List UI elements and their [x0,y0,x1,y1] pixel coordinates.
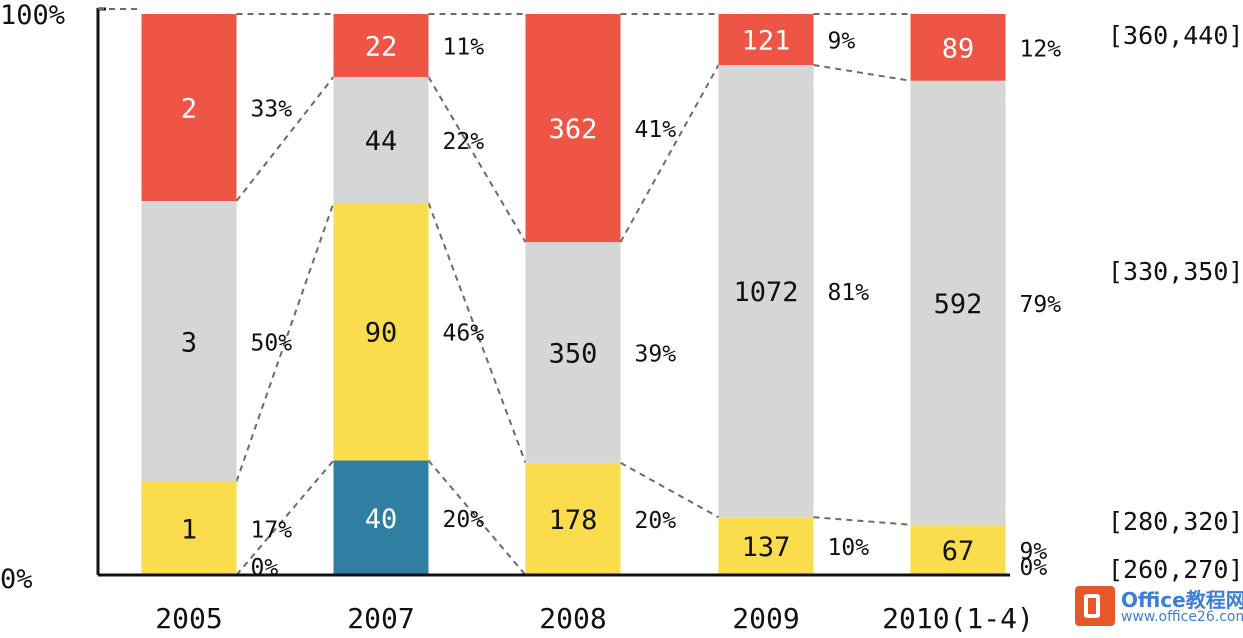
percent-label: 10% [828,535,870,561]
bar-value-label: 2 [181,94,197,125]
bar-segment [910,80,1006,525]
connector-line [619,64,720,243]
bar-value-label: 90 [365,318,398,349]
bar-value-label: 44 [365,126,398,157]
bar-value-label: 350 [549,338,598,369]
percent-label: 79% [1020,292,1062,318]
percent-label: 81% [828,280,870,306]
bar-segment [333,14,429,77]
percent-label: 20% [443,507,485,533]
legend-label: [360,440] [1108,21,1243,50]
connector-line [235,202,335,482]
connector-line [427,459,527,576]
legend-label: [260,270] [1108,555,1243,584]
connector-line [235,76,335,202]
bar-segment [525,14,621,243]
x-tick-label: 2008 [539,602,606,634]
connector-line [813,516,911,526]
percent-label: 41% [635,117,677,143]
bar-value-label: 592 [934,289,983,320]
percent-label: 0% [251,555,279,581]
percent-label: 11% [443,34,485,60]
bar-segment [333,202,429,461]
percent-label: 9% [828,29,856,55]
watermark: Office教程网 www.office26.com [1075,582,1243,630]
percent-label: 50% [251,330,293,356]
bar-value-label: 40 [365,504,398,535]
percent-label: 20% [635,508,677,534]
bar-segment [718,517,814,575]
percent-label: 12% [1020,36,1062,62]
bar-value-label: 67 [942,536,975,567]
x-tick-label: 2009 [732,602,799,634]
legend-label: [330,350] [1108,257,1243,286]
bar-segment [910,524,1006,575]
connector-line [427,76,527,243]
percent-label: 9% [1020,539,1048,565]
bar-segment [525,242,621,463]
bar-value-label: 121 [742,26,791,57]
bar-segment [141,481,237,575]
bar-value-label: 1 [181,514,197,545]
watermark-url: www.office26.com [1121,609,1243,625]
bar-value-label: 137 [742,532,791,563]
bar-segment [141,201,237,482]
bar-value-label: 3 [181,327,197,358]
percent-label: 46% [443,321,485,347]
bar-value-label: 89 [942,33,975,64]
x-tick-label: 2005 [155,602,222,634]
bar-segment [333,76,429,203]
bar-value-label: 178 [549,505,598,536]
x-tick-label: 2010(1-4) [882,602,1034,634]
percent-label: 33% [251,97,293,123]
percent-label: 0% [1020,555,1048,581]
connector-line [813,64,911,82]
percent-label: 17% [251,517,293,543]
percent-label: 22% [443,129,485,155]
office-logo-icon [1075,586,1115,626]
bar-segment [718,65,814,518]
bar-value-label: 1072 [733,277,798,308]
bar-value-label: 362 [549,114,598,145]
legend-label: [280,320] [1108,507,1243,536]
bar-segment [141,14,237,201]
bar-segment [333,460,429,575]
bar-segment [718,14,814,66]
bar-value-label: 22 [365,31,398,62]
connector-line [235,459,335,576]
y-tick-label: 0% [0,564,33,595]
y-tick-label: 100% [0,0,65,31]
connector-line [427,202,527,464]
x-tick-label: 2007 [347,602,414,634]
bar-segment [525,462,621,575]
connector-line [620,461,719,519]
percent-label: 39% [635,341,677,367]
watermark-title: Office教程网 [1121,588,1243,612]
bar-segment [910,14,1006,81]
